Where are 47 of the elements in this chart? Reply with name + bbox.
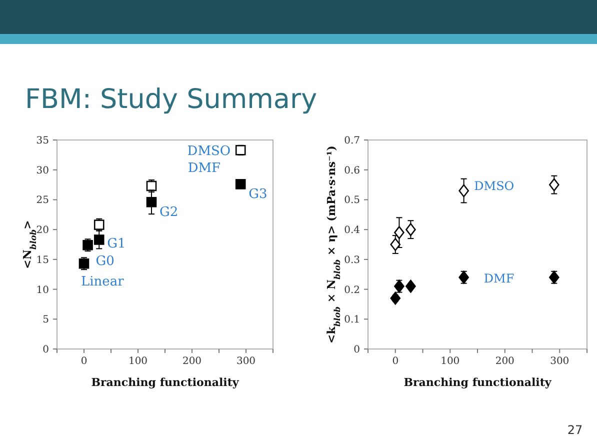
x-tick-label: 0 (80, 356, 88, 367)
x-tick-label: 200 (182, 356, 202, 367)
annotation: Linear (81, 274, 125, 290)
y-tick-label: 0.6 (344, 165, 360, 176)
annotation: G1 (107, 236, 126, 252)
y-tick-label: 0.2 (344, 284, 360, 296)
y-tick-label: 0.1 (344, 314, 360, 326)
series-label: DMF (484, 271, 514, 286)
annotation: G0 (96, 254, 114, 270)
y-tick-label: 30 (36, 165, 49, 176)
y-tick-label: 35 (36, 136, 49, 146)
x-axis-title: Branching functionality (404, 376, 552, 389)
annotation: G2 (160, 205, 178, 220)
y-tick-label: 25 (36, 195, 49, 206)
y-tick-label: 0.4 (344, 225, 360, 236)
y-tick-label: 20 (36, 225, 49, 236)
y-tick-label: 0 (42, 344, 49, 356)
x-tick-label: 0 (392, 356, 399, 367)
y-tick-label: 0 (354, 344, 360, 356)
point (549, 178, 560, 192)
x-tick-label: 100 (128, 356, 148, 367)
y-tick-label: 15 (36, 254, 49, 266)
y-tick-label: 5 (42, 314, 49, 326)
x-tick-label: 200 (495, 356, 514, 367)
text: 27 (567, 423, 583, 437)
series-label: DMSO (187, 144, 231, 160)
chart-title: FBM: Study Summary (25, 84, 318, 115)
annotation: G3 (248, 187, 268, 202)
x-tick-label: 100 (440, 356, 460, 367)
point (406, 223, 416, 236)
point (458, 184, 469, 198)
series-label: DMF (188, 161, 221, 176)
point (146, 196, 157, 208)
point (390, 238, 401, 251)
point (94, 234, 104, 245)
y-tick-label: 0.5 (344, 195, 360, 206)
x-tick-label: 300 (550, 356, 570, 367)
point (390, 292, 401, 305)
x-tick-label: 300 (236, 356, 256, 367)
y-tick-label: 10 (36, 284, 49, 296)
point (406, 280, 416, 293)
point (394, 226, 404, 240)
y-tick-label: 0.7 (344, 136, 360, 146)
point (235, 179, 246, 190)
series-label: DMSO (474, 178, 514, 193)
x-axis-title: Branching functionality (91, 376, 240, 389)
y-tick-label: 0.3 (344, 254, 360, 266)
